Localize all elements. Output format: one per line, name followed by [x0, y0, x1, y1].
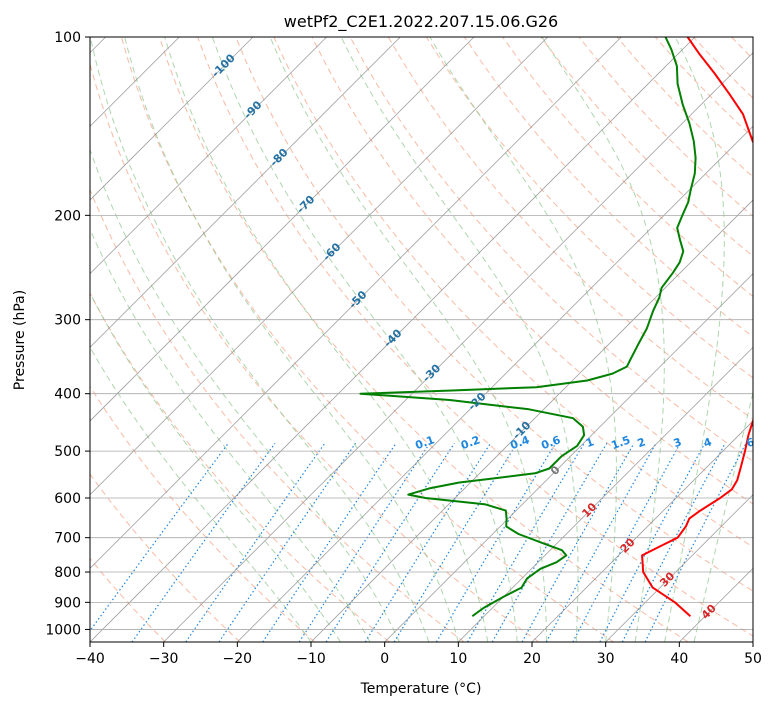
mixing-ratio-line: [621, 443, 726, 642]
mixing-ratio-label: 0.1: [413, 433, 436, 452]
moist-adiabat: [429, 37, 617, 642]
dry-adiabat: [311, 37, 753, 505]
mixing-ratio-line: [521, 443, 635, 642]
mixing-ratio-label: 2: [636, 435, 648, 450]
isotherm-line: [90, 37, 548, 496]
moist-adiabat: [124, 37, 459, 642]
isotherm-line: [90, 37, 622, 569]
mixing-ratio-label: 4: [702, 435, 714, 450]
isotherm-line: [90, 37, 327, 275]
x-tick-label: 0: [380, 651, 389, 667]
mixing-ratio-label: 0.6: [539, 433, 562, 452]
chart-title: wetPf2_C2E1.2022.207.15.06.G26: [284, 12, 558, 32]
moist-adiabat: [693, 390, 753, 642]
isotherm-line: [458, 346, 753, 642]
x-axis-title: Temperature (°C): [360, 681, 482, 697]
dewpoint-profile-line: [359, 37, 697, 618]
moist-adiabat: [211, 37, 518, 642]
mixing-ratio-label: 0.2: [459, 433, 482, 452]
plot-background: [90, 37, 753, 642]
mixing-ratio-line: [298, 442, 431, 642]
mixing-ratio-line: [131, 442, 276, 642]
moist-adiabat: [90, 228, 371, 642]
isotherm-line: [90, 37, 401, 348]
dry-adiabat: [90, 188, 465, 642]
dry-adiabat: [425, 37, 753, 379]
y-tick-label: 900: [54, 595, 81, 611]
mixing-ratio-line: [466, 442, 585, 642]
temperature-profile-line: [641, 37, 753, 617]
x-tick-label: 50: [744, 651, 762, 667]
dry-adiabat: [464, 37, 753, 338]
isotherm-line: [90, 37, 254, 201]
isotherm-line: [163, 52, 753, 642]
mixing-ratio-line: [262, 442, 397, 642]
data-series: [359, 37, 753, 618]
mixing-ratio-line: [185, 442, 326, 642]
y-axis-title: Pressure (hPa): [12, 290, 28, 390]
dry-adiabat: [349, 37, 753, 462]
y-tick-label: 100: [54, 30, 81, 46]
dry-adiabat: [159, 37, 689, 642]
dry-adiabat: [120, 37, 614, 642]
isotherm-line: [605, 494, 753, 642]
mixing-ratio-line: [364, 442, 492, 642]
dry-adiabat: [90, 62, 540, 642]
moist-adiabat: [90, 37, 430, 642]
mixing-ratio-line: [491, 442, 608, 642]
y-tick-label: 600: [54, 491, 81, 507]
x-tick-label: −40: [75, 651, 105, 667]
y-tick-label: 800: [54, 565, 81, 581]
y-tick-label: 300: [54, 313, 81, 329]
isotherm-line: [90, 37, 696, 642]
moist-adiabat: [340, 37, 579, 642]
moist-adiabat: [541, 37, 665, 642]
moist-adiabat: [269, 37, 548, 642]
plot-frame: [89, 36, 754, 643]
dry-adiabat: [387, 37, 753, 420]
mixing-ratio-label: 0.4: [508, 433, 531, 452]
background-lines: [90, 37, 753, 642]
dry-adiabat: [502, 37, 753, 298]
y-tick-label: 500: [54, 444, 81, 460]
mixing-ratio-line: [325, 442, 455, 642]
x-tick-label: −30: [149, 651, 179, 667]
mixing-ratio-label: 1.5: [609, 433, 632, 452]
x-tick-label: −20: [223, 651, 253, 667]
isotherm-line: [237, 125, 753, 642]
y-tick-label: 1000: [45, 622, 81, 638]
mixing-ratio-line: [218, 442, 357, 642]
x-tick-label: 20: [523, 651, 541, 667]
moist-adiabat: [90, 148, 400, 642]
isotherm-line: [384, 273, 753, 642]
mixing-ratio-line: [599, 443, 706, 642]
x-tick-label: 10: [449, 651, 467, 667]
mixing-ratio-label: 1: [584, 435, 596, 450]
x-tick-label: 30: [597, 651, 615, 667]
isotherm-line: [310, 199, 753, 642]
dry-adiabat: [90, 473, 241, 642]
moist-adiabat: [90, 292, 341, 642]
dry-adiabat: [273, 37, 753, 548]
isotherm-line: [531, 420, 753, 642]
mixing-ratio-label: 3: [672, 435, 684, 450]
mixing-ratio-label: 6: [745, 435, 757, 450]
axes: −40 −30 −20 −10 0 10 20 30 40 50 1000 900 800 700 600 5…: [45, 30, 762, 667]
y-tick-label: 200: [54, 208, 81, 224]
isotherm-line: [90, 37, 475, 422]
dry-adiabat: [90, 385, 316, 642]
y-tick-label: 700: [54, 531, 81, 547]
dry-adiabat: [235, 37, 753, 592]
y-tick-label: 400: [54, 387, 81, 403]
dry-adiabat: [90, 292, 390, 642]
x-tick-label: −10: [296, 651, 326, 667]
x-tick-label: 40: [670, 651, 688, 667]
mixing-ratio-line: [435, 442, 557, 642]
